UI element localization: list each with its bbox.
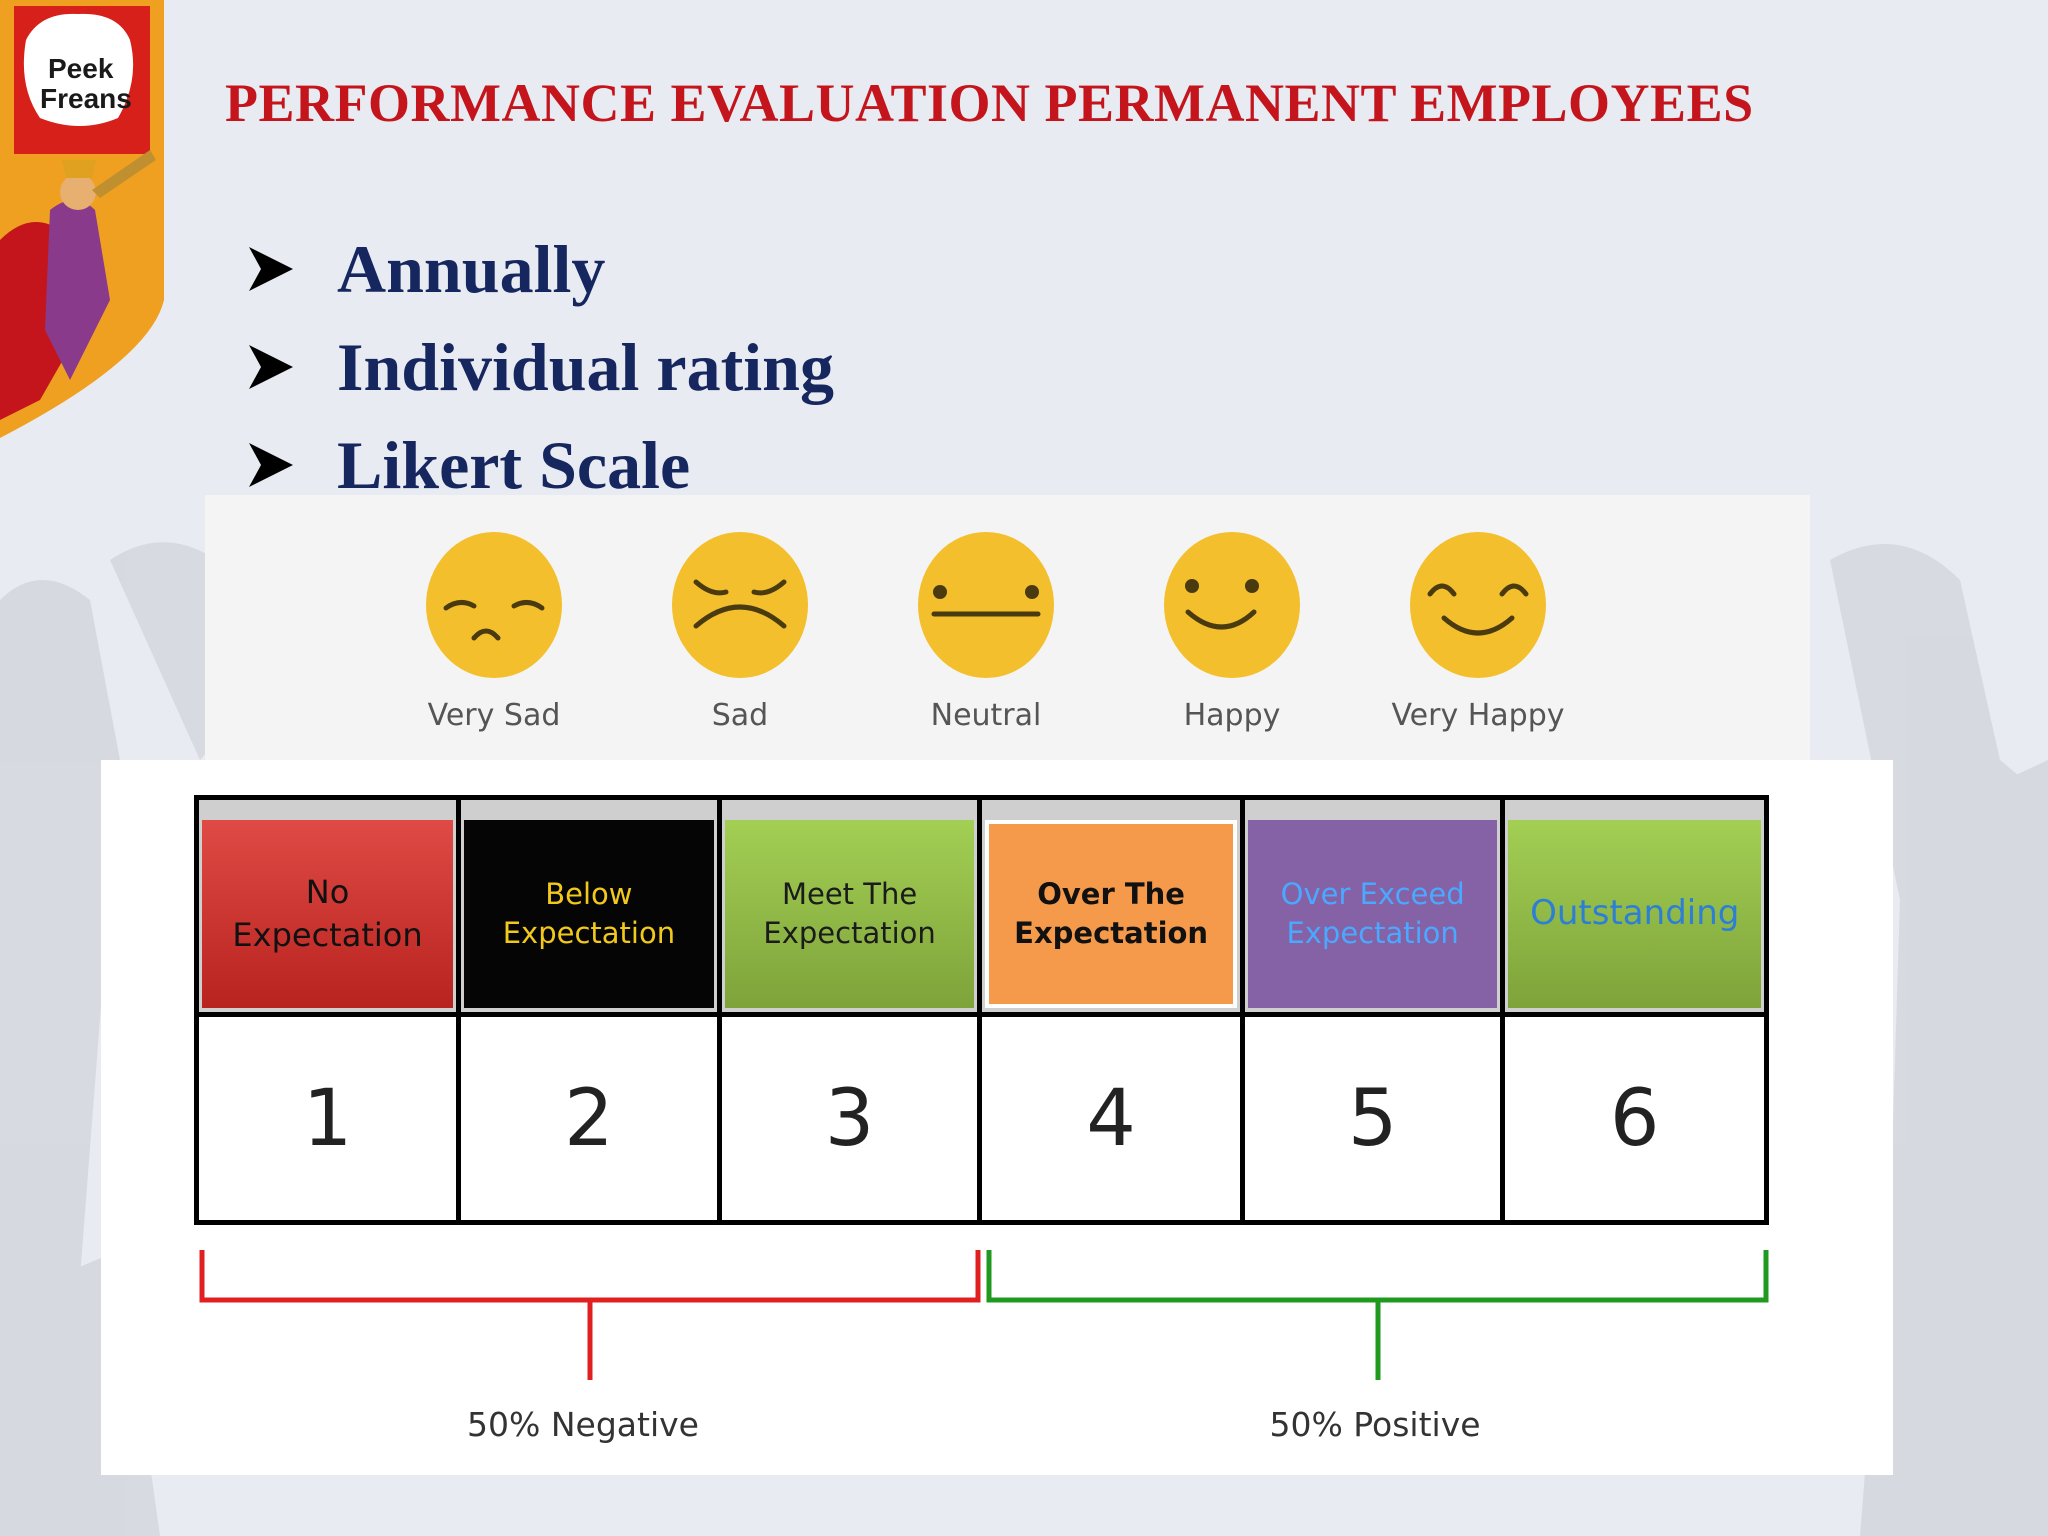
rating-score-cell: 4	[977, 1012, 1245, 1225]
rating-score-row: 1 2 3 4 5 6	[193, 1012, 1769, 1225]
likert-face-label: Sad	[711, 698, 769, 733]
rating-category-line2: Expectation	[763, 916, 936, 950]
rating-score: 6	[1609, 1073, 1660, 1164]
likert-face-label: Neutral	[930, 698, 1042, 733]
rating-score-cell: 1	[193, 1012, 462, 1225]
rating-category-line2: Expectation	[502, 916, 676, 950]
rating-category-line2: Expectation	[232, 916, 423, 954]
rating-score: 3	[824, 1073, 875, 1164]
rating-score: 2	[564, 1073, 614, 1164]
rating-category-line1: Meet The	[781, 876, 918, 911]
rating-score: 1	[302, 1073, 353, 1164]
rating-category-line2: Expectation	[1286, 916, 1459, 950]
likert-face-very-happy: Very Happy	[1378, 530, 1578, 733]
rating-category-line1: Over Exceed	[1280, 876, 1465, 911]
svg-text:Freans: Freans	[40, 83, 132, 114]
positive-bracket	[986, 1250, 1769, 1303]
rating-score-cell: 6	[1500, 1012, 1769, 1225]
rating-score-cell: 3	[716, 1012, 983, 1225]
likert-face-very-sad: Very Sad	[394, 530, 594, 733]
rating-score: 5	[1347, 1073, 1398, 1164]
arrow-bullet-icon	[249, 247, 293, 291]
positive-group-label: 50% Positive	[1269, 1405, 1481, 1444]
bullet-item: Annually	[245, 220, 834, 318]
rating-category-line1: No	[305, 872, 350, 911]
neutral-face-icon	[918, 532, 1054, 678]
company-logo: Peek Freans	[0, 0, 164, 438]
rating-category-cell: Meet The Expectation	[716, 795, 983, 1017]
rating-category-line2: Expectation	[1014, 916, 1209, 950]
bullet-text: Likert Scale	[337, 426, 691, 503]
svg-text:Peek: Peek	[48, 53, 114, 84]
likert-face-label: Very Sad	[427, 698, 561, 733]
rating-category-outstanding: Outstanding	[1508, 820, 1761, 1008]
rating-category-below-expectation: Below Expectation	[464, 820, 714, 1008]
likert-face-label: Happy	[1183, 698, 1281, 733]
sad-face-icon	[672, 532, 808, 678]
likert-face-scale: Very Sad Sad Neutral Happy	[205, 495, 1810, 791]
rating-category-over-expectation: Over The Expectation	[985, 820, 1237, 1008]
rating-score-cell: 2	[456, 1012, 722, 1225]
negative-group-label: 50% Negative	[467, 1405, 699, 1444]
rating-scale-panel: No Expectation Below Expectation Meet The E…	[101, 760, 1893, 1475]
rating-category-line1: Over The	[1037, 876, 1185, 911]
rating-category-line1: Below	[545, 876, 633, 911]
rating-scale-table: No Expectation Below Expectation Meet The E…	[193, 795, 1769, 1225]
bullet-item: Likert Scale	[245, 416, 834, 514]
happy-face-icon	[1164, 532, 1300, 678]
very-happy-face-icon	[1410, 532, 1546, 678]
arrow-bullet-icon	[249, 345, 293, 389]
rating-category-cell: Over Exceed Expectation	[1239, 795, 1506, 1017]
rating-score: 4	[1086, 1073, 1136, 1164]
rating-category-cell: Over The Expectation	[977, 795, 1245, 1017]
rating-category-row: No Expectation Below Expectation Meet The E…	[193, 795, 1769, 1017]
bullet-text: Annually	[337, 230, 606, 307]
rating-category-line1: Outstanding	[1530, 893, 1740, 934]
brand-logo-trumpeter-icon: Peek Freans	[0, 0, 164, 438]
very-sad-face-icon	[426, 532, 562, 678]
bullet-list: Annually Individual rating Likert Scale	[245, 220, 834, 514]
negative-bracket	[199, 1250, 981, 1303]
likert-face-neutral: Neutral	[886, 530, 1086, 733]
arrow-bullet-icon	[249, 443, 293, 487]
bullet-text: Individual rating	[337, 328, 834, 405]
rating-category-meet-expectation: Meet The Expectation	[724, 820, 975, 1008]
likert-face-label: Very Happy	[1391, 698, 1565, 733]
rating-category-over-exceed-expectation: Over Exceed Expectation	[1247, 820, 1498, 1008]
bullet-item: Individual rating	[245, 318, 834, 416]
rating-category-cell: Outstanding	[1500, 795, 1769, 1017]
likert-face-sad: Sad	[640, 530, 840, 733]
slide-title: PERFORMANCE EVALUATION PERMANENT EMPLOYE…	[225, 73, 1754, 133]
rating-category-cell: Below Expectation	[456, 795, 722, 1017]
rating-category-no-expectation: No Expectation	[202, 820, 454, 1008]
rating-score-cell: 5	[1239, 1012, 1506, 1225]
rating-category-cell: No Expectation	[193, 795, 462, 1017]
likert-face-happy: Happy	[1132, 530, 1332, 733]
